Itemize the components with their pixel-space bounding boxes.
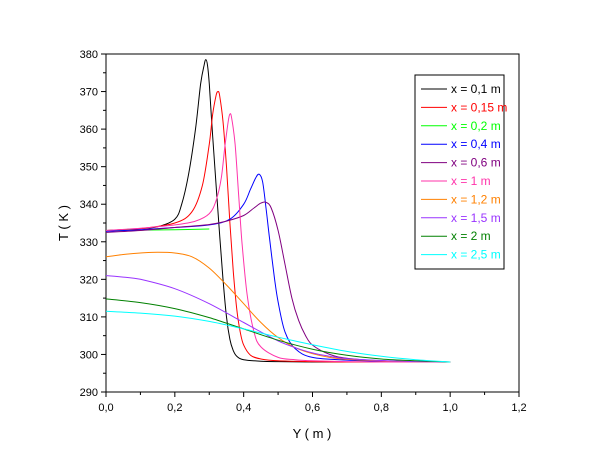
y-tick-label: 320 [80, 274, 98, 286]
series-line [105, 90, 451, 363]
y-tick-label: 360 [80, 124, 98, 136]
x-tick-label: 1,2 [511, 402, 526, 414]
y-tick-label: 300 [80, 349, 98, 361]
legend-label: x = 0,4 m [451, 137, 501, 151]
series-line [105, 113, 451, 363]
y-tick-label: 290 [80, 387, 98, 399]
series-line [105, 201, 451, 363]
y-tick-label: 380 [80, 49, 98, 61]
legend-label: x = 2 m [451, 229, 491, 243]
series-line [105, 251, 451, 363]
x-axis-ticks: 0,0 0,2 0,4 0,6 0,8 1,0 1,2 [98, 392, 527, 414]
legend-label: x = 1 m [451, 174, 491, 188]
legend: x = 0,1 m x = 0,15 m x = 0,2 m x = 0,4 m x =… [414, 74, 507, 270]
series-line [105, 275, 451, 363]
y-tick-label: 340 [80, 199, 98, 211]
x-axis-title: Y ( m ) [293, 426, 332, 441]
x-tick-label: 0,4 [236, 402, 251, 414]
y-tick-label: 350 [80, 162, 98, 174]
x-tick-label: 0,8 [374, 402, 389, 414]
legend-label: x = 1,2 m [451, 192, 501, 206]
legend-label: x = 0,2 m [451, 119, 501, 133]
y-tick-label: 310 [80, 312, 98, 324]
x-tick-label: 0,6 [305, 402, 320, 414]
legend-label: x = 0,15 m [451, 100, 507, 114]
y-tick-label: 370 [80, 87, 98, 99]
y-axis-title: T ( K ) [56, 205, 71, 241]
series-line [105, 298, 451, 363]
series-line [105, 173, 451, 363]
x-tick-label: 0,2 [167, 402, 182, 414]
legend-label: x = 2,5 m [451, 248, 501, 262]
y-axis-ticks: 290 300 310 320 330 340 350 360 370 380 [80, 49, 106, 399]
y-tick-label: 330 [80, 237, 98, 249]
legend-label: x = 0,1 m [451, 82, 501, 96]
series-line [105, 59, 451, 363]
series-line [105, 310, 451, 363]
x-tick-label: 0,0 [98, 402, 113, 414]
x-tick-label: 1,0 [443, 402, 458, 414]
legend-label: x = 1,5 m [451, 211, 501, 225]
series-layer [105, 59, 451, 363]
legend-label: x = 0,6 m [451, 156, 501, 170]
